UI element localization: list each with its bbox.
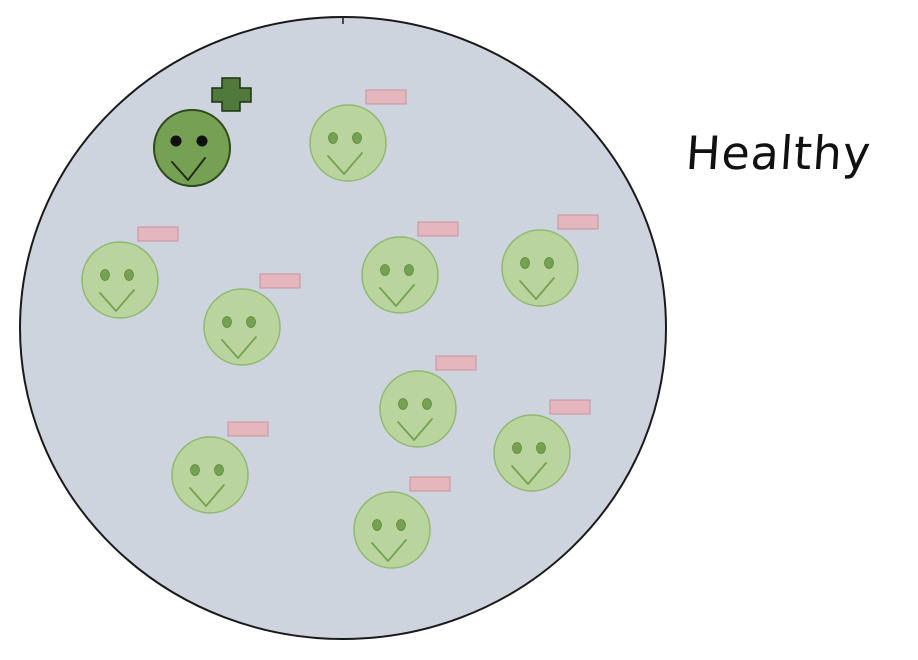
cell-smile [397,418,433,441]
cell-left-eye [100,269,110,281]
cell-right-eye [124,269,134,281]
cell-left-eye [372,519,382,531]
cell-tag [365,89,407,105]
cell-right-eye [214,464,224,476]
cell-tag [227,421,269,437]
cell-face [493,414,571,492]
cell-smiley [493,399,591,492]
plus-icon [211,77,252,112]
cell-face [379,370,457,448]
cell-smile [189,484,225,507]
cell-right-eye [544,257,554,269]
cells-layer [81,89,599,569]
cell-tag [435,355,477,371]
cell-left-eye [328,132,338,144]
cell-smiley [353,476,451,569]
cell-tag [557,214,599,230]
cell-left-eye [520,257,530,269]
cell-tag [259,273,301,289]
highlighted-cell [153,77,252,187]
cell-right-eye [352,132,362,144]
cell-smile [99,289,135,312]
cell-smile [511,462,547,485]
cell-tag [137,226,179,242]
cell-left-eye [380,264,390,276]
healthy-label: Healthy [684,126,874,180]
cell-smiley [379,355,477,448]
cell-face [203,288,281,366]
cell-smile [371,539,407,562]
highlighted-left-eye [170,135,182,147]
cell-face [361,236,439,314]
cell-face [309,104,387,182]
cell-smile [519,277,555,300]
cell-right-eye [246,316,256,328]
cell-face [501,229,579,307]
cell-left-eye [222,316,232,328]
cell-face [81,241,159,319]
cell-face [353,491,431,569]
highlighted-smile [171,157,206,181]
cell-smile [379,284,415,307]
cell-face [171,436,249,514]
cell-smiley [309,89,407,182]
cell-right-eye [404,264,414,276]
cell-smiley [501,214,599,307]
cell-smile [327,152,363,175]
cell-left-eye [398,398,408,410]
cell-tag [417,221,459,237]
highlighted-face [153,109,231,187]
cell-smiley [81,226,179,319]
cell-left-eye [512,442,522,454]
cell-smiley [361,221,459,314]
cell-smiley [203,273,301,366]
cell-right-eye [422,398,432,410]
cell-tag [409,476,451,492]
cell-tag [549,399,591,415]
cell-smiley [171,421,269,514]
highlighted-right-eye [196,135,208,147]
cell-left-eye [190,464,200,476]
cell-smile [221,336,257,359]
cell-right-eye [396,519,406,531]
cell-right-eye [536,442,546,454]
